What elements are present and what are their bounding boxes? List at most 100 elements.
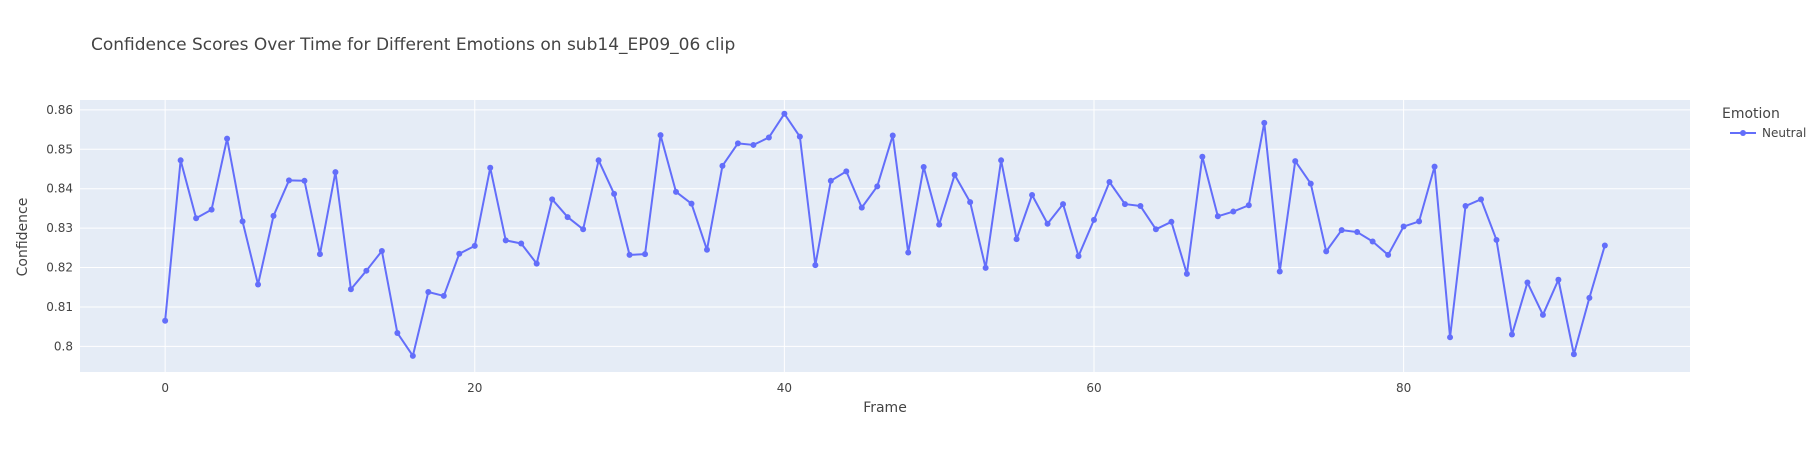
data-point[interactable] [193,215,200,222]
data-point[interactable] [1245,202,1252,209]
data-point[interactable] [1354,229,1361,236]
data-point[interactable] [936,221,943,228]
data-point[interactable] [332,169,339,176]
x-axis-title: Frame [863,400,907,416]
data-point[interactable] [1601,242,1608,249]
data-point[interactable] [1090,216,1097,223]
data-point[interactable] [285,177,292,184]
data-point[interactable] [1106,178,1113,185]
data-point[interactable] [827,177,834,184]
data-point[interactable] [1276,268,1283,275]
legend-item[interactable]: Neutral [1730,126,1806,140]
data-point[interactable] [1555,276,1562,283]
data-point[interactable] [177,157,184,164]
data-point[interactable] [487,164,494,171]
data-point[interactable] [1199,153,1206,160]
data-point[interactable] [998,157,1005,164]
data-point[interactable] [1168,218,1175,225]
data-point[interactable] [1307,180,1314,187]
data-point[interactable] [812,262,819,269]
data-point[interactable] [1013,236,1020,243]
data-point[interactable] [1508,331,1515,338]
data-point[interactable] [982,264,989,271]
data-point[interactable] [967,199,974,206]
data-point[interactable] [1447,334,1454,341]
data-point[interactable] [456,250,463,257]
y-tick-label: 0.83 [46,221,73,235]
data-point[interactable] [719,162,726,169]
data-point[interactable] [1214,213,1221,220]
data-point[interactable] [595,157,602,164]
legend[interactable]: Emotion Neutral [1722,106,1806,140]
data-point[interactable] [858,204,865,211]
data-point[interactable] [1478,196,1485,203]
data-point[interactable] [301,177,308,184]
data-point[interactable] [626,251,633,258]
data-point[interactable] [239,218,246,225]
data-point[interactable] [162,317,169,324]
data-point[interactable] [1369,238,1376,245]
data-point[interactable] [1462,203,1469,210]
data-point[interactable] [951,171,958,178]
data-point[interactable] [1431,163,1438,170]
data-point[interactable] [409,352,416,359]
data-point[interactable] [425,288,432,295]
data-point[interactable] [255,281,262,288]
data-point[interactable] [796,133,803,140]
y-tick-label: 0.84 [46,182,73,196]
data-point[interactable] [734,140,741,147]
data-point[interactable] [1121,201,1128,208]
data-point[interactable] [518,240,525,247]
data-point[interactable] [378,247,385,254]
data-point[interactable] [471,242,478,249]
data-point[interactable] [642,251,649,258]
data-point[interactable] [1385,251,1392,258]
y-axis-title: Confidence [15,198,31,277]
data-point[interactable] [874,183,881,190]
data-point[interactable] [1060,201,1067,208]
data-point[interactable] [1493,236,1500,243]
data-point[interactable] [1075,253,1082,260]
data-point[interactable] [1152,226,1159,233]
data-point[interactable] [905,249,912,256]
data-point[interactable] [1570,351,1577,358]
data-point[interactable] [1416,218,1423,225]
data-point[interactable] [1044,220,1051,227]
data-point[interactable] [533,260,540,267]
data-point[interactable] [1539,311,1546,318]
data-point[interactable] [1400,223,1407,230]
data-point[interactable] [688,200,695,207]
data-point[interactable] [1323,248,1330,255]
data-point[interactable] [316,251,323,258]
data-point[interactable] [564,214,571,221]
data-point[interactable] [502,237,509,244]
data-point[interactable] [347,286,354,293]
data-point[interactable] [394,329,401,336]
data-point[interactable] [765,134,772,141]
data-point[interactable] [611,190,618,197]
data-point[interactable] [843,168,850,175]
data-point[interactable] [1524,279,1531,286]
data-point[interactable] [889,132,896,139]
data-point[interactable] [657,132,664,139]
data-point[interactable] [1261,119,1268,126]
data-point[interactable] [208,206,215,213]
data-point[interactable] [1029,192,1036,198]
data-point[interactable] [920,164,927,171]
data-point[interactable] [1292,158,1299,165]
data-point[interactable] [673,188,680,195]
data-point[interactable] [270,212,277,219]
data-point[interactable] [1338,227,1345,234]
data-point[interactable] [549,196,556,203]
data-point[interactable] [224,135,231,142]
data-point[interactable] [363,267,370,274]
data-point[interactable] [1230,208,1237,215]
data-point[interactable] [1586,294,1593,301]
data-point[interactable] [781,110,788,117]
data-point[interactable] [703,246,710,253]
data-point[interactable] [440,292,447,299]
data-point[interactable] [1137,203,1144,210]
data-point[interactable] [750,141,757,148]
data-point[interactable] [1183,270,1190,277]
data-point[interactable] [580,226,587,233]
